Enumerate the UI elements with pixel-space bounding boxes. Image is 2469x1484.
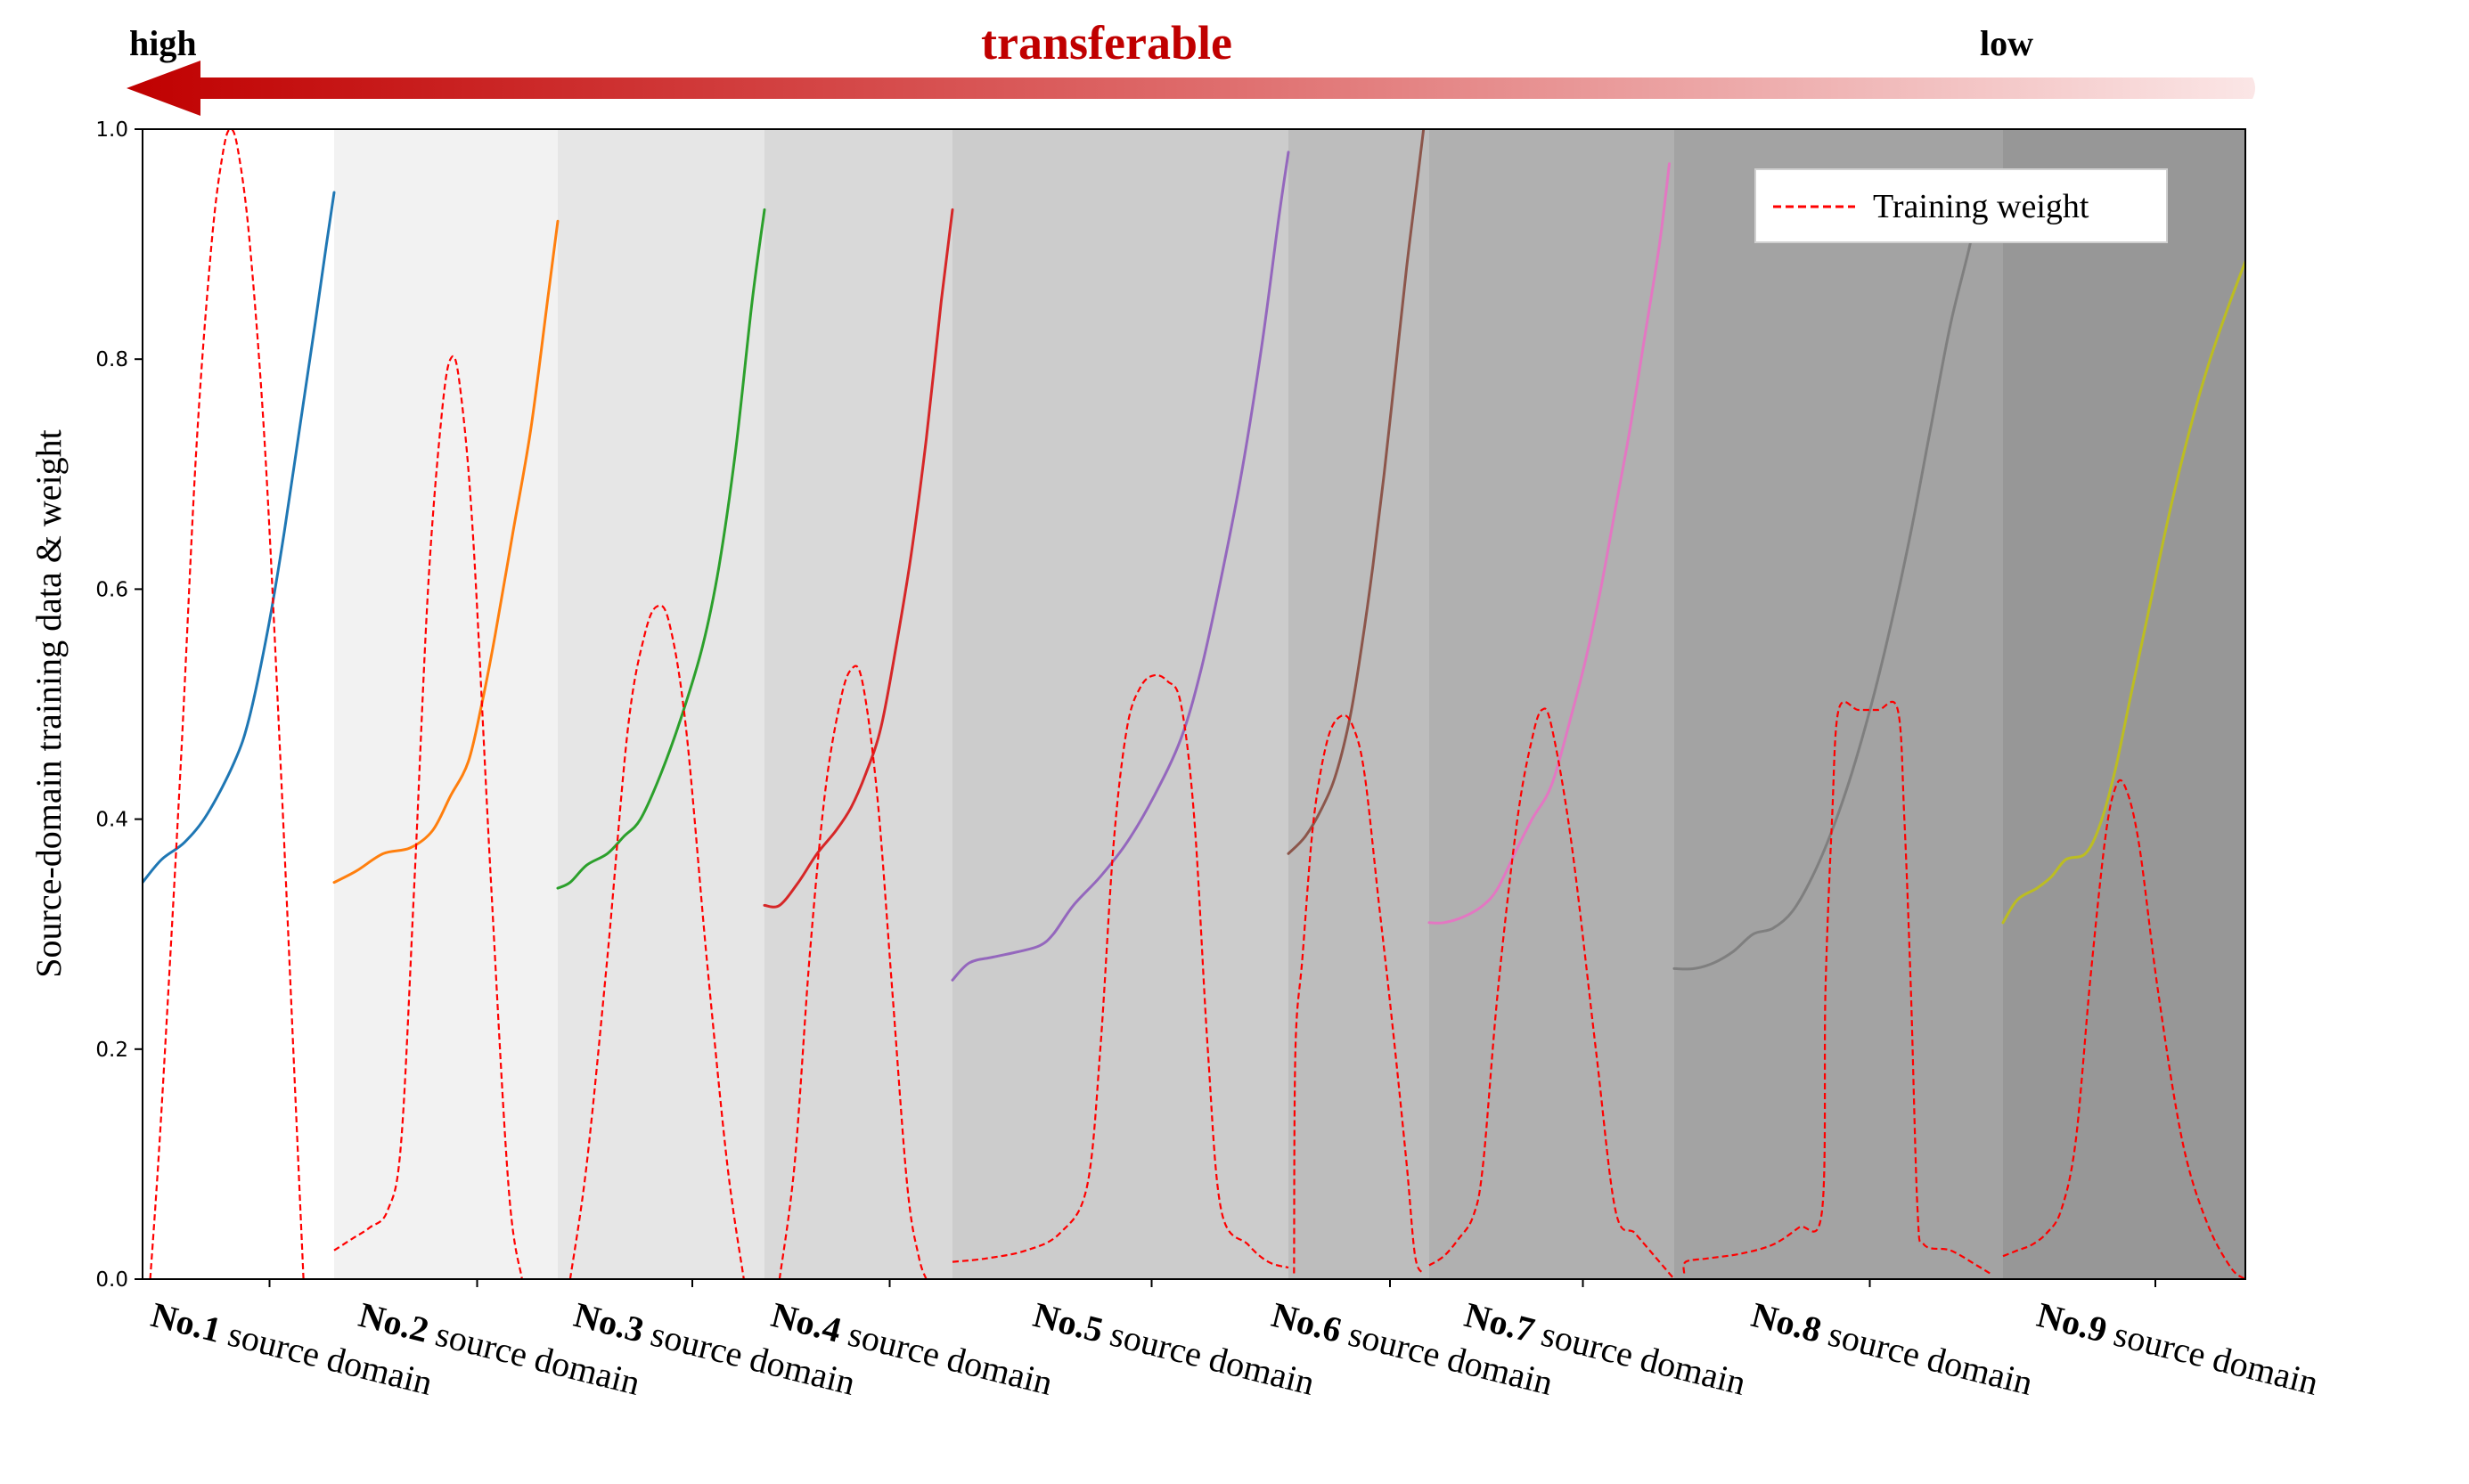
transferability-header: high low transferable <box>127 16 2255 116</box>
y-tick-label: 0.8 <box>95 348 128 371</box>
legend-box <box>1754 168 2168 243</box>
low-label: low <box>1980 23 2033 63</box>
training-weight-curve-9 <box>2002 779 2245 1279</box>
high-label: high <box>129 23 197 63</box>
source-data-curve-8 <box>1672 174 1985 971</box>
domain-label-number: No.5 <box>1029 1294 1107 1350</box>
source-data-curve-2 <box>332 219 560 885</box>
legend: Training weight <box>1754 168 2168 243</box>
domain-label-number: No.8 <box>1747 1294 1825 1350</box>
domain-label-number: No.1 <box>147 1294 225 1350</box>
source-data-curve-7 <box>1427 162 1671 925</box>
domain-label-number: No.2 <box>355 1294 432 1350</box>
source-data-curve-6 <box>1287 129 1426 855</box>
training-weight-curve-6 <box>1293 713 1425 1275</box>
training-weight-curve-7 <box>1428 707 1675 1279</box>
domain-label-number: No.3 <box>570 1294 648 1350</box>
domain-label-text: source domain <box>1529 1311 1750 1403</box>
legend-entry-training-weight: Training weight <box>1873 188 2089 225</box>
domain-band-9 <box>2003 129 2245 1279</box>
domain-label-9: No.9 source domain <box>2033 1294 2323 1403</box>
y-axis: 0.0 0.2 0.4 0.6 0.8 1.0 <box>95 118 2156 1292</box>
y-tick-label: 1.0 <box>95 118 128 142</box>
training-weight-curve-3 <box>568 604 745 1279</box>
domain-label-text: source domain <box>836 1311 1057 1403</box>
y-tick-label: 0.2 <box>95 1039 128 1062</box>
transferable-title: transferable <box>981 16 1232 69</box>
domain-label-number: No.6 <box>1268 1294 1345 1350</box>
y-tick-label: 0.6 <box>95 578 128 601</box>
x-axis-labels: No.1 source domain No.2 source domain No.3… <box>147 1294 2322 1403</box>
source-data-curve-9 <box>2001 260 2245 925</box>
domain-label-number: No.4 <box>767 1294 845 1350</box>
domain-band-3 <box>558 129 764 1279</box>
training-weight-curve-4 <box>778 665 928 1279</box>
source-data-curve-1 <box>143 191 336 885</box>
domain-background-bands <box>143 129 2245 1279</box>
domain-label-number: No.7 <box>1460 1294 1538 1350</box>
domain-band-2 <box>334 129 558 1279</box>
training-weight-curve-1 <box>149 129 305 1279</box>
domain-band-7 <box>1429 129 1674 1279</box>
training-weight-curve-5 <box>952 673 1289 1269</box>
plot-area: 0.0 0.2 0.4 0.6 0.8 1.0 Source-domain trainin… <box>29 118 2322 1403</box>
domain-band-6 <box>1288 129 1429 1279</box>
y-axis-label: Source-domain training data & weight <box>29 429 69 977</box>
series-group <box>143 129 2245 1279</box>
transferable-arrow <box>127 61 2255 116</box>
domain-label-text: source domain <box>1816 1311 2037 1403</box>
domain-band-4 <box>764 129 952 1279</box>
training-weight-curve-8 <box>1682 700 1991 1275</box>
domain-label-8: No.8 source domain <box>1747 1294 2037 1403</box>
domain-label-text: source domain <box>2101 1311 2322 1403</box>
domain-band-1 <box>143 129 334 1279</box>
domain-band-8 <box>1674 129 2003 1279</box>
training-weight-curve-2 <box>333 355 523 1279</box>
source-data-curve-4 <box>763 208 954 909</box>
y-tick-label: 0.4 <box>95 809 128 832</box>
domain-label-number: No.9 <box>2033 1294 2111 1350</box>
domain-band-5 <box>952 129 1288 1279</box>
source-data-curve-5 <box>951 151 1290 982</box>
source-data-curve-3 <box>556 208 766 890</box>
y-tick-label: 0.0 <box>95 1268 128 1292</box>
plot-frame <box>142 128 2246 1280</box>
